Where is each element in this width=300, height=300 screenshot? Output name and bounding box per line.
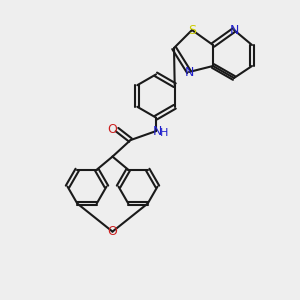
Text: N: N	[184, 65, 194, 79]
Text: N: N	[229, 23, 239, 37]
Text: S: S	[188, 23, 196, 37]
Text: O: O	[108, 123, 117, 136]
Text: N: N	[153, 124, 162, 138]
Text: O: O	[108, 225, 117, 238]
Text: H: H	[160, 128, 169, 139]
